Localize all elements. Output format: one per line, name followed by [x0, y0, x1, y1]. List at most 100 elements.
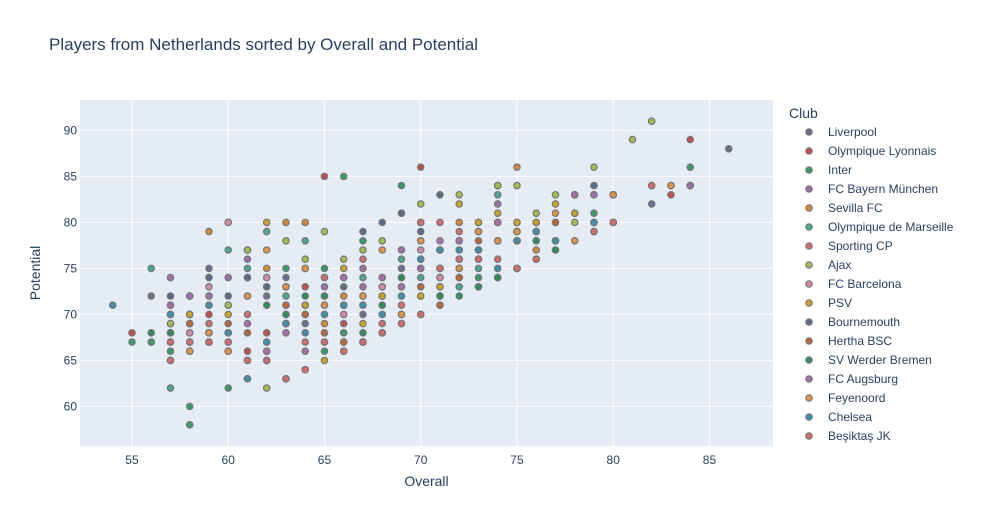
data-point[interactable] — [359, 310, 367, 319]
data-point[interactable] — [551, 246, 560, 254]
data-point[interactable] — [301, 283, 310, 291]
legend-item[interactable]: Liverpool — [805, 125, 877, 139]
data-point[interactable] — [532, 218, 541, 227]
data-point[interactable] — [359, 264, 367, 273]
data-point[interactable] — [590, 163, 598, 171]
data-point[interactable] — [359, 319, 367, 328]
data-point[interactable] — [339, 264, 348, 273]
data-point[interactable] — [282, 301, 290, 310]
data-point[interactable] — [147, 292, 156, 300]
legend-item[interactable]: Sevilla FC — [805, 201, 883, 215]
data-point[interactable] — [243, 329, 252, 337]
data-point[interactable] — [474, 227, 483, 236]
data-point[interactable] — [205, 273, 213, 282]
data-point[interactable] — [493, 181, 502, 190]
data-point[interactable] — [166, 292, 175, 300]
data-point[interactable] — [320, 172, 329, 181]
data-point[interactable] — [493, 218, 502, 227]
data-point[interactable] — [320, 356, 329, 365]
data-point[interactable] — [185, 338, 194, 346]
data-point[interactable] — [320, 292, 329, 300]
data-point[interactable] — [359, 255, 367, 263]
data-point[interactable] — [282, 329, 290, 337]
legend-item[interactable]: Olympique de Marseille — [805, 220, 954, 234]
data-point[interactable] — [416, 273, 425, 282]
data-point[interactable] — [282, 264, 290, 273]
data-point[interactable] — [416, 310, 425, 319]
data-point[interactable] — [205, 310, 213, 319]
data-point[interactable] — [474, 273, 483, 282]
data-point[interactable] — [378, 273, 387, 282]
data-point[interactable] — [166, 347, 175, 356]
data-point[interactable] — [262, 246, 271, 254]
data-point[interactable] — [532, 227, 541, 236]
data-point[interactable] — [301, 338, 310, 346]
data-point[interactable] — [436, 292, 444, 300]
data-point[interactable] — [551, 200, 560, 208]
data-point[interactable] — [551, 190, 560, 199]
data-point[interactable] — [224, 338, 233, 346]
data-point[interactable] — [397, 310, 406, 319]
data-point[interactable] — [320, 338, 329, 346]
data-point[interactable] — [282, 292, 290, 300]
data-point[interactable] — [205, 227, 213, 236]
data-point[interactable] — [397, 209, 406, 217]
data-point[interactable] — [320, 329, 329, 337]
data-point[interactable] — [205, 301, 213, 310]
data-point[interactable] — [474, 255, 483, 263]
data-point[interactable] — [474, 246, 483, 254]
data-point[interactable] — [416, 200, 425, 208]
data-point[interactable] — [397, 264, 406, 273]
data-point[interactable] — [359, 273, 367, 282]
data-point[interactable] — [262, 273, 271, 282]
data-point[interactable] — [166, 384, 175, 392]
data-point[interactable] — [262, 283, 271, 291]
data-point[interactable] — [262, 329, 271, 337]
data-point[interactable] — [282, 310, 290, 319]
data-point[interactable] — [397, 292, 406, 300]
data-point[interactable] — [339, 319, 348, 328]
data-point[interactable] — [166, 301, 175, 310]
data-point[interactable] — [455, 283, 464, 291]
data-point[interactable] — [359, 292, 367, 300]
legend-item[interactable]: Olympique Lyonnais — [805, 144, 936, 158]
legend-item[interactable]: Beşiktaş JK — [805, 429, 891, 443]
data-point[interactable] — [532, 209, 541, 217]
data-point[interactable] — [551, 236, 560, 245]
data-point[interactable] — [262, 218, 271, 227]
data-point[interactable] — [185, 421, 194, 429]
data-point[interactable] — [243, 292, 252, 300]
data-point[interactable] — [320, 347, 329, 356]
data-point[interactable] — [185, 319, 194, 328]
data-point[interactable] — [436, 236, 444, 245]
data-point[interactable] — [224, 218, 233, 227]
data-point[interactable] — [224, 246, 233, 254]
legend-item[interactable]: Bournemouth — [805, 315, 900, 329]
data-point[interactable] — [166, 356, 175, 365]
data-point[interactable] — [166, 338, 175, 346]
data-point[interactable] — [513, 264, 521, 273]
data-point[interactable] — [301, 264, 310, 273]
data-point[interactable] — [282, 319, 290, 328]
data-point[interactable] — [647, 200, 656, 208]
data-point[interactable] — [301, 310, 310, 319]
data-point[interactable] — [493, 200, 502, 208]
data-point[interactable] — [686, 135, 695, 144]
data-point[interactable] — [436, 190, 444, 199]
data-point[interactable] — [455, 227, 464, 236]
data-point[interactable] — [262, 338, 271, 346]
data-point[interactable] — [320, 301, 329, 310]
data-point[interactable] — [301, 292, 310, 300]
data-point[interactable] — [301, 347, 310, 356]
data-point[interactable] — [205, 292, 213, 300]
data-point[interactable] — [301, 301, 310, 310]
data-point[interactable] — [551, 209, 560, 217]
data-point[interactable] — [416, 264, 425, 273]
data-point[interactable] — [282, 283, 290, 291]
data-point[interactable] — [224, 347, 233, 356]
data-point[interactable] — [243, 347, 252, 356]
legend[interactable]: Liverpool Olympique Lyonnais Inter FC Bayer… — [805, 125, 954, 443]
data-point[interactable] — [320, 310, 329, 319]
data-point[interactable] — [185, 292, 194, 300]
data-point[interactable] — [320, 273, 329, 282]
